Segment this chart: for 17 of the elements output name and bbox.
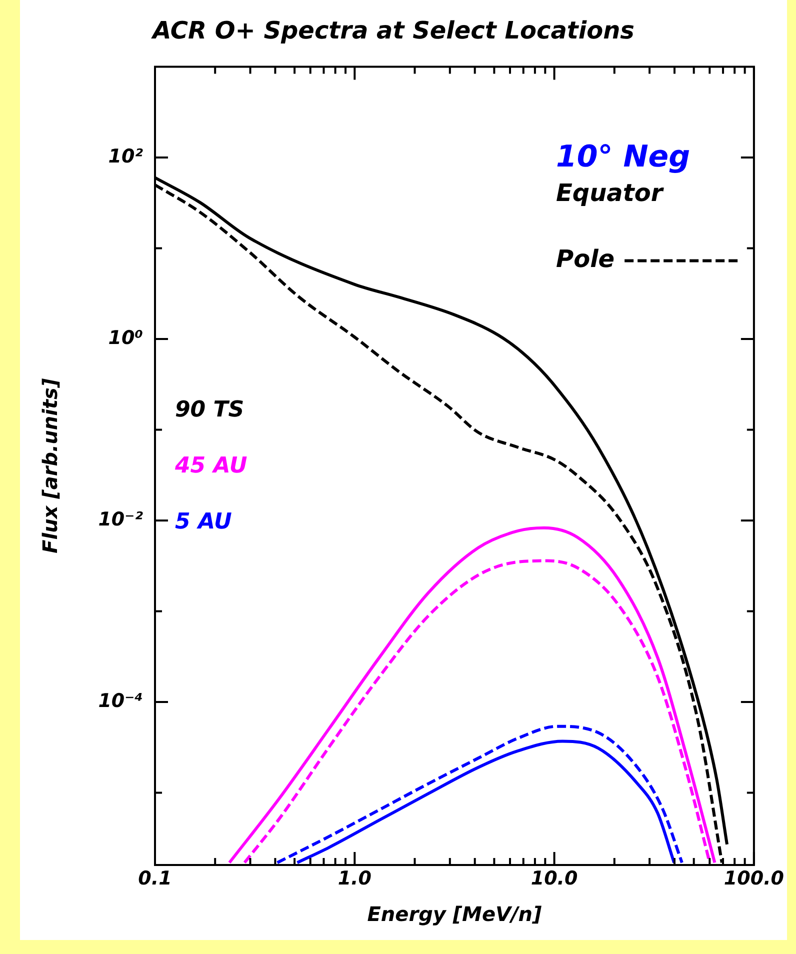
text: 45 AU (174, 454, 248, 479)
text: 90 TS (175, 398, 244, 423)
text: 5 AU (175, 510, 232, 535)
y-tick-label: 10² (108, 145, 144, 168)
y-tick-label: 10⁻⁴ (98, 690, 143, 712)
x-tick-label: 10.0 (530, 867, 578, 890)
chart-title: ACR O+ Spectra at Select Locations (150, 16, 634, 45)
annotation: Equator (556, 179, 665, 208)
y-tick-label: 10⁰ (108, 326, 143, 349)
x-axis-title: Energy [MeV/n] (367, 902, 542, 926)
y-tick-label: 10⁻² (98, 508, 144, 530)
x-tick-label: 0.1 (138, 867, 172, 890)
annotation: Pole (556, 245, 615, 274)
x-tick-label: 100.0 (724, 867, 784, 890)
annotation: 10° Neg (556, 140, 690, 175)
y-axis-title: Flux [arb.units] (38, 378, 62, 554)
x-tick-label: 1.0 (338, 867, 372, 890)
